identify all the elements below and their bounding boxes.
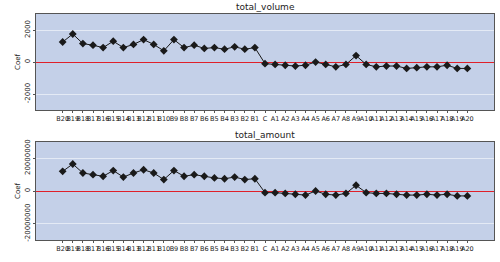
- svg-text:B1: B1: [251, 245, 260, 253]
- svg-text:A14: A14: [400, 115, 413, 123]
- svg-text:B7: B7: [190, 115, 199, 123]
- svg-text:A13: A13: [390, 245, 403, 253]
- svg-text:B9: B9: [170, 115, 179, 123]
- svg-text:A5: A5: [311, 245, 320, 253]
- svg-text:B1: B1: [251, 115, 260, 123]
- svg-text:A2: A2: [281, 245, 290, 253]
- svg-text:B4: B4: [220, 115, 229, 123]
- svg-text:B17: B17: [87, 245, 100, 253]
- svg-text:A5: A5: [311, 115, 320, 123]
- svg-text:B5: B5: [210, 245, 219, 253]
- svg-text:A17: A17: [431, 245, 444, 253]
- svg-text:A19: A19: [451, 245, 464, 253]
- svg-text:A3: A3: [291, 115, 300, 123]
- svg-text:0: 0: [24, 188, 32, 192]
- svg-text:A6: A6: [321, 245, 330, 253]
- svg-text:A9: A9: [352, 245, 361, 253]
- svg-text:B15: B15: [107, 115, 120, 123]
- svg-text:B9: B9: [170, 245, 179, 253]
- svg-text:A14: A14: [400, 245, 413, 253]
- svg-text:B3: B3: [230, 115, 239, 123]
- svg-text:A1: A1: [271, 115, 280, 123]
- svg-text:A17: A17: [431, 115, 444, 123]
- svg-text:B2: B2: [240, 245, 249, 253]
- svg-text:A12: A12: [380, 245, 393, 253]
- svg-text:B14: B14: [117, 245, 130, 253]
- svg-text:B20: B20: [56, 245, 69, 253]
- svg-text:B7: B7: [190, 245, 199, 253]
- svg-text:total_volume: total_volume: [236, 2, 295, 12]
- svg-text:B6: B6: [200, 115, 209, 123]
- svg-text:A2: A2: [281, 115, 290, 123]
- svg-text:A8: A8: [342, 115, 351, 123]
- svg-text:B11: B11: [147, 245, 160, 253]
- svg-text:B20: B20: [56, 115, 69, 123]
- svg-text:A18: A18: [441, 245, 454, 253]
- svg-text:A15: A15: [410, 245, 423, 253]
- svg-text:A20: A20: [461, 115, 474, 123]
- svg-text:A13: A13: [390, 115, 403, 123]
- svg-text:B18: B18: [77, 115, 90, 123]
- svg-text:B12: B12: [137, 245, 150, 253]
- svg-text:B2: B2: [240, 115, 249, 123]
- svg-text:A4: A4: [301, 245, 310, 253]
- svg-text:B14: B14: [117, 115, 130, 123]
- svg-text:A16: A16: [421, 115, 434, 123]
- svg-text:-20000000: -20000000: [24, 204, 32, 242]
- svg-text:B11: B11: [147, 115, 160, 123]
- svg-text:A15: A15: [410, 115, 423, 123]
- svg-text:A9: A9: [352, 115, 361, 123]
- svg-text:A11: A11: [370, 245, 383, 253]
- svg-text:B3: B3: [230, 245, 239, 253]
- svg-text:B10: B10: [157, 115, 170, 123]
- svg-text:A10: A10: [360, 115, 373, 123]
- svg-text:B13: B13: [127, 115, 140, 123]
- svg-text:A3: A3: [291, 245, 300, 253]
- svg-text:B18: B18: [77, 245, 90, 253]
- svg-text:Coef: Coef: [14, 54, 22, 70]
- svg-text:total_amount: total_amount: [235, 130, 295, 140]
- svg-text:B6: B6: [200, 245, 209, 253]
- svg-text:B15: B15: [107, 245, 120, 253]
- svg-text:A11: A11: [370, 115, 383, 123]
- svg-text:C: C: [263, 245, 268, 253]
- svg-text:2000: 2000: [24, 20, 32, 38]
- svg-text:B13: B13: [127, 245, 140, 253]
- svg-text:A6: A6: [321, 115, 330, 123]
- svg-text:B19: B19: [66, 245, 79, 253]
- svg-text:A12: A12: [380, 115, 393, 123]
- svg-text:A16: A16: [421, 245, 434, 253]
- svg-text:0: 0: [24, 59, 32, 63]
- svg-text:B19: B19: [66, 115, 79, 123]
- svg-text:B8: B8: [180, 245, 189, 253]
- svg-text:B16: B16: [97, 115, 110, 123]
- svg-text:A4: A4: [301, 115, 310, 123]
- svg-text:A8: A8: [342, 245, 351, 253]
- svg-text:B17: B17: [87, 115, 100, 123]
- svg-text:A18: A18: [441, 115, 454, 123]
- svg-text:B12: B12: [137, 115, 150, 123]
- svg-text:B16: B16: [97, 245, 110, 253]
- svg-text:20000000: 20000000: [24, 139, 32, 175]
- svg-text:B4: B4: [220, 245, 229, 253]
- svg-text:A19: A19: [451, 115, 464, 123]
- svg-text:B8: B8: [180, 115, 189, 123]
- svg-text:C: C: [263, 115, 268, 123]
- svg-text:-2000: -2000: [24, 83, 32, 103]
- svg-text:B10: B10: [157, 245, 170, 253]
- svg-text:A1: A1: [271, 245, 280, 253]
- svg-text:A7: A7: [332, 245, 341, 253]
- svg-text:B5: B5: [210, 115, 219, 123]
- svg-text:A20: A20: [461, 245, 474, 253]
- svg-text:A10: A10: [360, 245, 373, 253]
- svg-text:Coef: Coef: [14, 182, 22, 198]
- svg-text:A7: A7: [332, 115, 341, 123]
